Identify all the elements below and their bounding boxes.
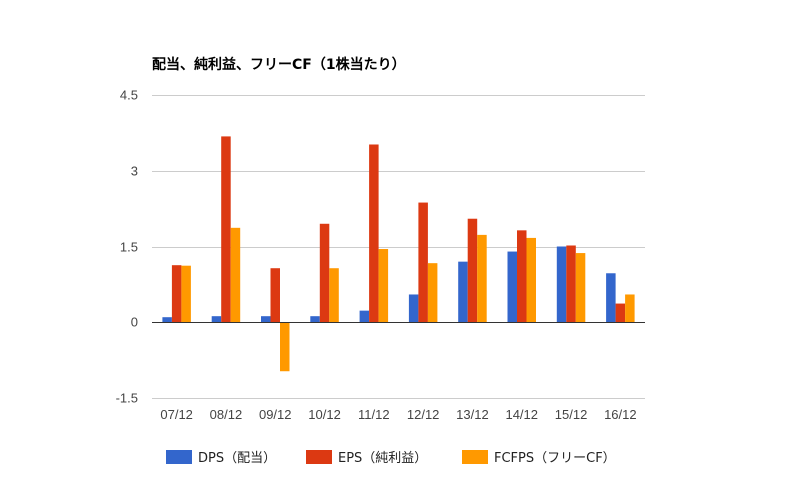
bar — [606, 273, 616, 323]
legend-label: DPS（配当） — [198, 451, 276, 466]
y-tick-label: 4.5 — [120, 88, 138, 103]
bar — [270, 268, 280, 323]
bar — [221, 136, 231, 323]
bar — [162, 317, 172, 323]
x-tick-label: 14/12 — [505, 407, 538, 422]
bar — [211, 316, 222, 323]
bar — [625, 294, 635, 323]
bar — [329, 268, 339, 323]
y-tick-label: 1.5 — [120, 240, 138, 255]
bar — [418, 202, 428, 323]
y-tick-label: 0 — [131, 315, 138, 330]
bar — [467, 218, 478, 323]
bar — [369, 144, 379, 323]
bar — [261, 316, 271, 323]
y-tick-label: 3 — [131, 164, 138, 179]
bar — [517, 230, 527, 323]
x-tick-label: 15/12 — [555, 407, 588, 422]
x-tick-label: 09/12 — [259, 407, 292, 422]
bars — [162, 136, 635, 372]
bar — [378, 249, 389, 323]
x-tick-label: 12/12 — [407, 407, 440, 422]
legend-swatch — [462, 450, 488, 464]
bar — [359, 310, 370, 323]
x-tick-label: 16/12 — [604, 407, 637, 422]
y-tick-label: -1.5 — [116, 391, 138, 406]
bar — [408, 294, 419, 323]
bar — [458, 261, 468, 323]
bar — [427, 263, 438, 323]
legend-swatch — [306, 450, 332, 464]
bar — [310, 316, 320, 323]
bar — [575, 253, 586, 323]
bar — [507, 251, 517, 323]
bar — [615, 303, 626, 323]
y-axis-tick-labels: 4.5 3 1.5 0 -1.5 — [116, 88, 138, 406]
legend: DPS（配当） EPS（純利益） FCFPS（フリーCF） — [166, 450, 616, 466]
bar — [280, 322, 290, 372]
x-tick-label: 08/12 — [210, 407, 243, 422]
bar — [526, 237, 536, 323]
bar — [171, 265, 182, 323]
legend-swatch — [166, 450, 192, 464]
x-tick-label: 10/12 — [308, 407, 341, 422]
x-tick-label: 13/12 — [456, 407, 489, 422]
legend-label: EPS（純利益） — [338, 451, 427, 466]
bar — [477, 234, 487, 323]
bar — [319, 223, 330, 323]
x-tick-label: 07/12 — [160, 407, 193, 422]
bar — [566, 245, 576, 323]
x-axis-tick-labels: 07/12 08/12 09/12 10/12 11/12 12/12 13/12 14/12… — [160, 407, 636, 422]
bar — [230, 227, 241, 323]
bar — [181, 265, 191, 323]
legend-label: FCFPS（フリーCF） — [494, 451, 616, 466]
chart-title: 配当、純利益、フリーCF（1株当たり） — [152, 56, 406, 73]
x-tick-label: 11/12 — [358, 407, 390, 422]
bar — [556, 246, 567, 323]
